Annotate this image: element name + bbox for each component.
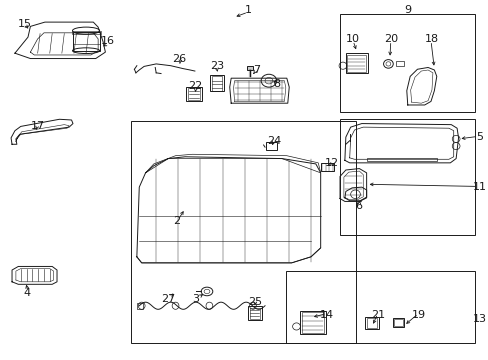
Text: 9: 9 xyxy=(404,5,410,15)
Text: 2: 2 xyxy=(173,216,180,226)
Bar xyxy=(393,319,402,327)
Bar xyxy=(210,75,224,91)
Text: 6: 6 xyxy=(354,201,361,211)
Text: 24: 24 xyxy=(267,136,281,147)
Text: 1: 1 xyxy=(244,5,251,15)
Text: 16: 16 xyxy=(101,36,115,46)
Bar xyxy=(247,306,261,320)
Text: 25: 25 xyxy=(248,297,262,307)
Text: 5: 5 xyxy=(475,132,482,142)
Bar xyxy=(365,317,378,329)
Bar xyxy=(211,76,222,91)
Bar xyxy=(366,158,436,161)
Bar xyxy=(320,163,333,171)
Bar xyxy=(131,121,355,342)
Bar xyxy=(301,312,324,333)
Bar xyxy=(346,55,366,72)
Text: 4: 4 xyxy=(23,288,31,297)
Bar xyxy=(300,311,325,334)
Bar xyxy=(186,87,201,102)
Bar xyxy=(246,66,252,70)
Bar xyxy=(339,119,474,235)
Text: 15: 15 xyxy=(18,18,32,28)
Text: 26: 26 xyxy=(172,54,186,64)
Text: 21: 21 xyxy=(370,310,384,320)
Bar xyxy=(285,271,474,342)
Text: 8: 8 xyxy=(273,78,280,89)
Bar xyxy=(249,307,260,319)
Text: 12: 12 xyxy=(324,158,338,168)
Text: 10: 10 xyxy=(346,34,359,44)
Bar xyxy=(366,318,377,328)
Text: 18: 18 xyxy=(424,34,438,44)
Bar xyxy=(266,143,277,150)
Text: 17: 17 xyxy=(31,121,44,131)
Bar xyxy=(339,14,474,112)
Bar xyxy=(392,318,403,327)
Text: 22: 22 xyxy=(187,81,202,91)
Text: 20: 20 xyxy=(383,34,397,44)
Bar xyxy=(187,88,200,100)
Text: 19: 19 xyxy=(410,310,425,320)
Text: 11: 11 xyxy=(471,182,486,192)
Bar xyxy=(73,32,100,51)
Text: 27: 27 xyxy=(161,294,175,303)
Text: 3: 3 xyxy=(192,294,199,303)
Bar xyxy=(395,62,404,66)
Bar xyxy=(345,53,367,73)
Bar xyxy=(137,303,142,309)
Text: 14: 14 xyxy=(319,310,333,320)
Text: 7: 7 xyxy=(252,65,259,75)
Bar xyxy=(71,31,101,33)
Text: 13: 13 xyxy=(471,314,486,324)
Text: 23: 23 xyxy=(210,62,224,71)
